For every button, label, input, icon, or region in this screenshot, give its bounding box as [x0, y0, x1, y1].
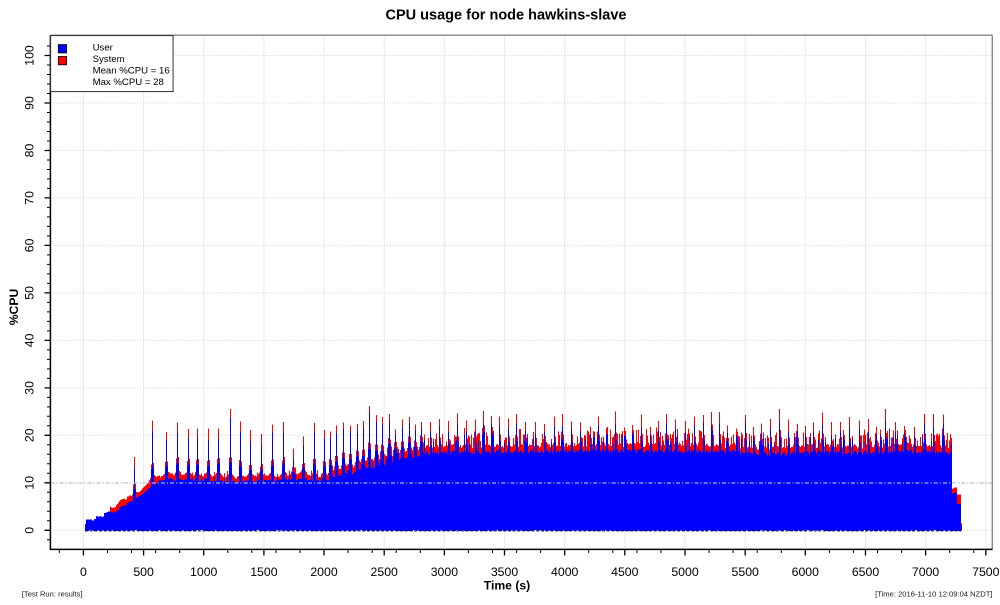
svg-text:20: 20	[23, 428, 37, 442]
svg-text:6000: 6000	[792, 565, 820, 579]
svg-text:Max %CPU = 28: Max %CPU = 28	[93, 77, 164, 88]
svg-text:500: 500	[133, 565, 154, 579]
svg-text:4500: 4500	[611, 565, 639, 579]
svg-text:0: 0	[23, 527, 37, 534]
svg-text:2500: 2500	[371, 565, 399, 579]
svg-text:90: 90	[23, 96, 37, 110]
svg-text:50: 50	[23, 286, 37, 300]
svg-text:1000: 1000	[190, 565, 218, 579]
svg-text:6500: 6500	[852, 565, 880, 579]
svg-text:[Test Run: results]: [Test Run: results]	[22, 589, 83, 598]
svg-text:3500: 3500	[491, 565, 519, 579]
svg-text:CPU usage for node hawkins-sla: CPU usage for node hawkins-slave	[386, 8, 627, 24]
svg-text:Mean %CPU = 16: Mean %CPU = 16	[93, 66, 170, 77]
svg-text:System: System	[93, 54, 125, 65]
svg-text:5500: 5500	[732, 565, 760, 579]
svg-text:80: 80	[23, 144, 37, 158]
svg-text:70: 70	[23, 191, 37, 205]
svg-text:60: 60	[23, 238, 37, 252]
svg-text:7000: 7000	[912, 565, 940, 579]
svg-text:7500: 7500	[972, 565, 1000, 579]
svg-text:10: 10	[23, 476, 37, 490]
svg-text:4000: 4000	[551, 565, 579, 579]
svg-text:0: 0	[80, 565, 87, 579]
svg-text:[Time: 2016-11-10 12:09:04 NZD: [Time: 2016-11-10 12:09:04 NZDT]	[875, 589, 992, 598]
svg-text:3000: 3000	[431, 565, 459, 579]
svg-text:30: 30	[23, 381, 37, 395]
svg-text:5000: 5000	[671, 565, 699, 579]
svg-text:2000: 2000	[310, 565, 338, 579]
svg-text:User: User	[93, 42, 114, 53]
svg-text:%CPU: %CPU	[7, 289, 21, 326]
svg-text:Time (s): Time (s)	[484, 579, 531, 593]
svg-text:40: 40	[23, 333, 37, 347]
svg-text:1500: 1500	[250, 565, 278, 579]
svg-text:100: 100	[23, 45, 37, 66]
